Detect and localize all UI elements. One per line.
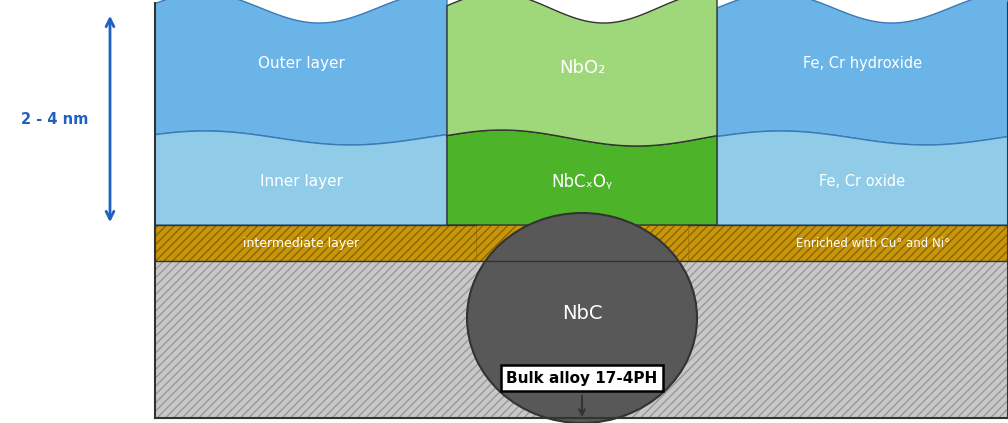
Text: Inner layer: Inner layer bbox=[259, 174, 343, 189]
Text: intermediate layer: intermediate layer bbox=[243, 236, 359, 250]
Bar bbox=[155, 225, 476, 261]
Bar bbox=[687, 225, 1008, 261]
Ellipse shape bbox=[467, 213, 697, 423]
Bar bbox=[687, 225, 1008, 261]
Text: Bulk alloy 17-4PH: Bulk alloy 17-4PH bbox=[506, 371, 657, 385]
Text: 2 - 4 nm: 2 - 4 nm bbox=[21, 112, 89, 126]
Text: NbC: NbC bbox=[561, 303, 602, 322]
Polygon shape bbox=[447, 0, 717, 146]
Text: NbO₂: NbO₂ bbox=[558, 59, 605, 77]
Bar bbox=[155, 225, 476, 261]
Bar bbox=[155, 261, 1008, 418]
Text: Fe, Cr hydroxide: Fe, Cr hydroxide bbox=[803, 55, 922, 71]
Polygon shape bbox=[447, 130, 717, 225]
Text: Fe, Cr oxide: Fe, Cr oxide bbox=[820, 174, 905, 189]
Bar bbox=[155, 225, 1008, 261]
Polygon shape bbox=[717, 131, 1008, 225]
Polygon shape bbox=[155, 0, 447, 145]
Polygon shape bbox=[155, 131, 447, 225]
Text: Outer layer: Outer layer bbox=[258, 55, 345, 71]
Text: NbCₓOᵧ: NbCₓOᵧ bbox=[551, 173, 613, 190]
Text: Enriched with Cu° and Ni°: Enriched with Cu° and Ni° bbox=[795, 236, 950, 250]
Bar bbox=[155, 225, 1008, 261]
Polygon shape bbox=[717, 0, 1008, 145]
Bar bbox=[155, 261, 1008, 418]
